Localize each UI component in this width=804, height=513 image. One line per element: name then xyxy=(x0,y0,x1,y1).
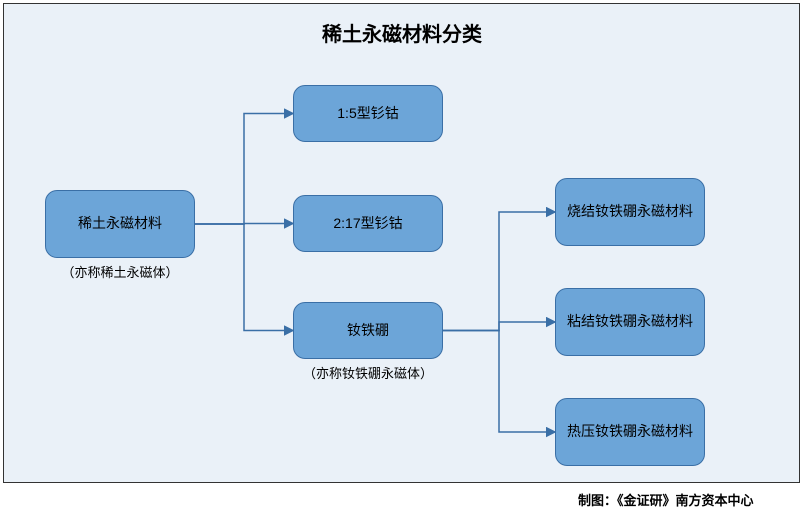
credit-line: 制图：《金证研》南方资本中心 xyxy=(578,490,754,509)
node-g2: 粘结钕铁硼永磁材料 xyxy=(555,288,705,356)
node-root: 稀土永磁材料 xyxy=(45,190,195,258)
node-g1: 烧结钕铁硼永磁材料 xyxy=(555,178,705,246)
node-c1: 1:5型钐钴 xyxy=(293,85,443,142)
sublabel-c3_sub: （亦称钕铁硼永磁体） xyxy=(293,363,443,382)
diagram-title: 稀土永磁材料分类 xyxy=(0,18,804,47)
node-c2: 2:17型钐钴 xyxy=(293,195,443,252)
sublabel-root_sub: （亦称稀土永磁体） xyxy=(45,262,195,281)
node-g3: 热压钕铁硼永磁材料 xyxy=(555,398,705,466)
node-c3: 钕铁硼 xyxy=(293,302,443,359)
